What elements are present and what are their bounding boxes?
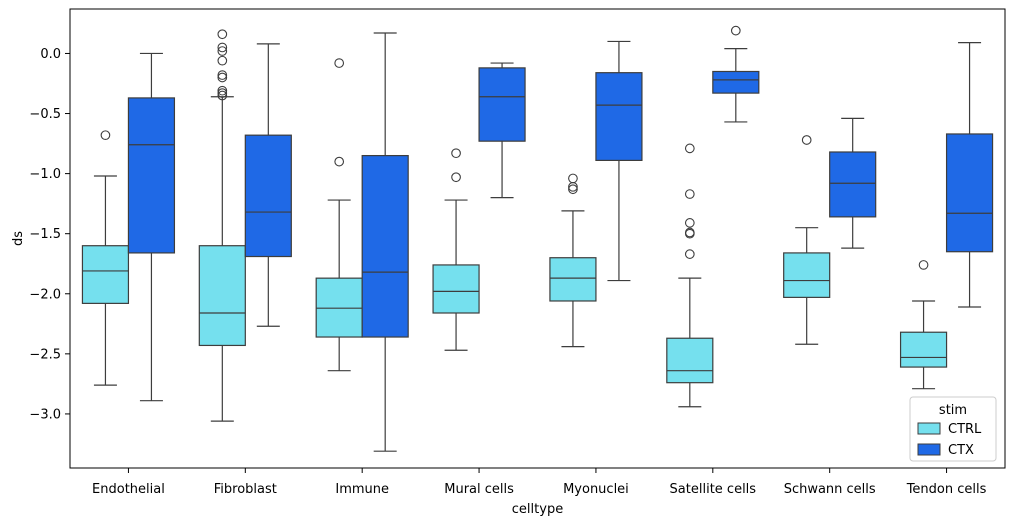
box-myonuclei-ctrl [549,173,597,348]
box-body [81,245,130,304]
legend-swatch-ctx [917,443,941,456]
box-satellite-cells-ctx [712,25,760,123]
box-schwann-cells-ctrl [783,135,831,345]
x-tick-label: Fibroblast [214,482,277,497]
x-tick-label: Immune [335,482,389,497]
box-myonuclei-ctx [595,40,643,282]
outlier-point [568,184,578,195]
outlier-point [801,135,812,145]
box-body [783,252,831,298]
outlier-point [217,90,228,101]
y-tick-label: −0.5 [29,107,61,122]
box-endothelial-ctrl [81,130,130,386]
outlier-point [730,25,741,36]
box-body [549,257,597,302]
y-axis-label: ds [11,231,26,246]
outlier-point [334,156,345,167]
outlier-point [684,143,695,154]
legend: stim CTRL CTX [909,396,997,462]
plot-frame [69,8,1006,469]
outlier-point [568,181,578,192]
box-body [899,331,948,368]
outlier-point [217,70,228,80]
box-tendon-cells-ctx [945,42,994,308]
x-tick-label: Myonuclei [563,482,629,497]
y-tick-label: −3.0 [29,407,61,422]
outlier-point [684,189,695,199]
y-tick-label: −2.0 [29,287,61,302]
outlier-point [451,148,461,159]
box-satellite-cells-ctrl [666,143,714,408]
box-fibroblast-ctx [244,43,292,327]
box-body [198,245,246,347]
box-body [478,67,526,142]
x-tick-label: Endothelial [92,482,165,497]
x-tick-label: Schwann cells [784,482,876,497]
y-tick-label: −2.5 [29,347,61,362]
outlier-point [217,72,228,83]
plot-area [69,8,1006,469]
box-fibroblast-ctrl [198,29,246,422]
box-body [127,97,176,254]
outlier-point [217,46,228,56]
outlier-point [217,29,228,40]
y-tick-label: −1.5 [29,227,61,242]
outlier-point [684,218,695,228]
box-body [244,134,292,258]
outlier-point [217,42,228,53]
box-body [712,70,760,94]
box-mural-cells-ctx [478,62,526,199]
box-endothelial-ctx [127,52,176,402]
box-schwann-cells-ctx [829,117,877,249]
legend-swatch-ctrl [917,422,941,435]
outlier-point [684,228,695,239]
outlier-point [217,88,228,98]
outlier-point [217,55,228,66]
box-body [666,337,714,384]
legend-label-ctrl: CTRL [948,422,982,437]
box-immune-ctrl [315,58,363,372]
x-tick-label: Mural cells [444,482,514,497]
outlier-point [334,58,345,68]
box-body [829,151,877,218]
legend-title: stim [939,403,967,418]
box-body [315,277,363,338]
box-body [361,154,409,338]
outlier-point [918,260,929,270]
box-body [945,133,994,253]
x-axis: Endothelial Fibroblast Immune Mural cells My… [92,468,987,497]
y-tick-label: −1.0 [29,167,61,182]
legend-label-ctx: CTX [948,443,974,458]
box-body [432,264,480,314]
y-tick-label: 0.0 [40,47,61,62]
x-tick-label: Tendon cells [906,482,987,497]
box-tendon-cells-ctrl [899,260,948,390]
outlier-point [217,85,228,96]
y-axis: 0.0 −0.5 −1.0 −1.5 −2.0 −2.5 −3.0 [29,47,70,422]
outlier-point [684,249,695,259]
outlier-point [451,172,461,183]
x-axis-label: celltype [512,502,563,517]
x-tick-label: Satellite cells [670,482,757,497]
outlier-point [100,130,111,141]
box-mural-cells-ctrl [432,148,480,351]
box-body [595,72,643,161]
box-immune-ctx [361,32,409,452]
